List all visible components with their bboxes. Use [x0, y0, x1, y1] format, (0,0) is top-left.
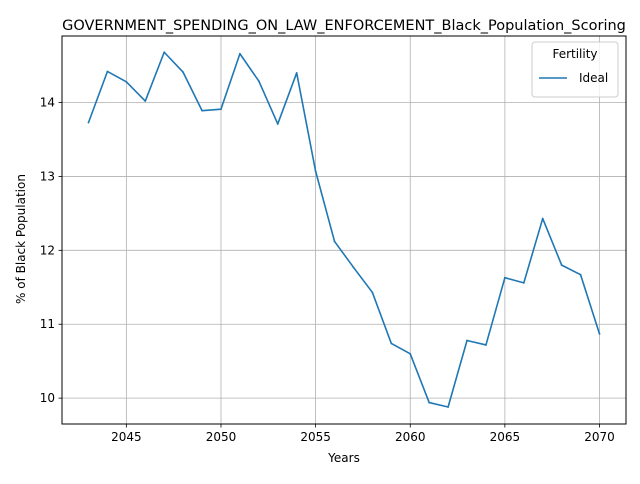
data-point	[466, 339, 468, 342]
grid-layer	[62, 36, 626, 424]
y-tick-label: 10	[40, 391, 55, 405]
data-point	[541, 217, 544, 220]
data-point	[220, 108, 222, 111]
x-tick-label: 2065	[490, 430, 521, 444]
x-tick-label: 2070	[584, 430, 615, 444]
data-point	[106, 70, 109, 73]
y-axis-label: % of Black Population	[14, 174, 28, 304]
y-tick-label: 12	[40, 243, 55, 257]
data-point	[163, 51, 166, 54]
x-tick-label: 2045	[111, 430, 142, 444]
data-point	[598, 332, 601, 335]
x-tick-label: 2060	[395, 430, 426, 444]
x-axis-label: Years	[327, 451, 360, 465]
data-point	[314, 170, 317, 173]
data-point	[333, 240, 336, 243]
data-point	[87, 121, 90, 124]
legend: Fertility Ideal	[531, 41, 619, 98]
legend-title: Fertility	[552, 47, 597, 61]
data-point	[276, 123, 279, 125]
plot-area-frame	[61, 35, 627, 425]
legend-box	[531, 41, 619, 98]
data-point	[182, 71, 185, 74]
x-tick-label: 2050	[206, 430, 237, 444]
x-tick-label: 2055	[300, 430, 331, 444]
data-point	[409, 352, 412, 355]
data-point	[390, 342, 393, 345]
chart-title: GOVERNMENT_SPENDING_ON_LAW_ENFORCEMENT_B…	[62, 18, 626, 34]
data-point	[522, 281, 525, 284]
data-point	[257, 80, 260, 82]
data-point	[428, 401, 431, 404]
series-line-ideal	[87, 51, 601, 408]
y-tick-label: 14	[40, 96, 55, 110]
data-point	[485, 344, 487, 346]
y-tick-label: 11	[40, 317, 55, 331]
data-point	[239, 52, 241, 55]
tick-layer: 2045 2050 2055 2060 2065 2070 10 11 12 13 14	[40, 96, 615, 444]
data-point	[371, 291, 374, 294]
data-point	[201, 109, 203, 112]
data-point	[447, 406, 449, 408]
y-tick-label: 13	[40, 169, 55, 183]
data-point	[125, 80, 128, 83]
series-layer	[87, 51, 601, 408]
data-point	[352, 266, 355, 269]
data-point	[295, 72, 298, 74]
data-point	[144, 100, 147, 102]
legend-series-label: Ideal	[579, 71, 608, 85]
data-point	[503, 276, 506, 279]
data-point	[560, 264, 563, 267]
data-point	[579, 273, 582, 276]
